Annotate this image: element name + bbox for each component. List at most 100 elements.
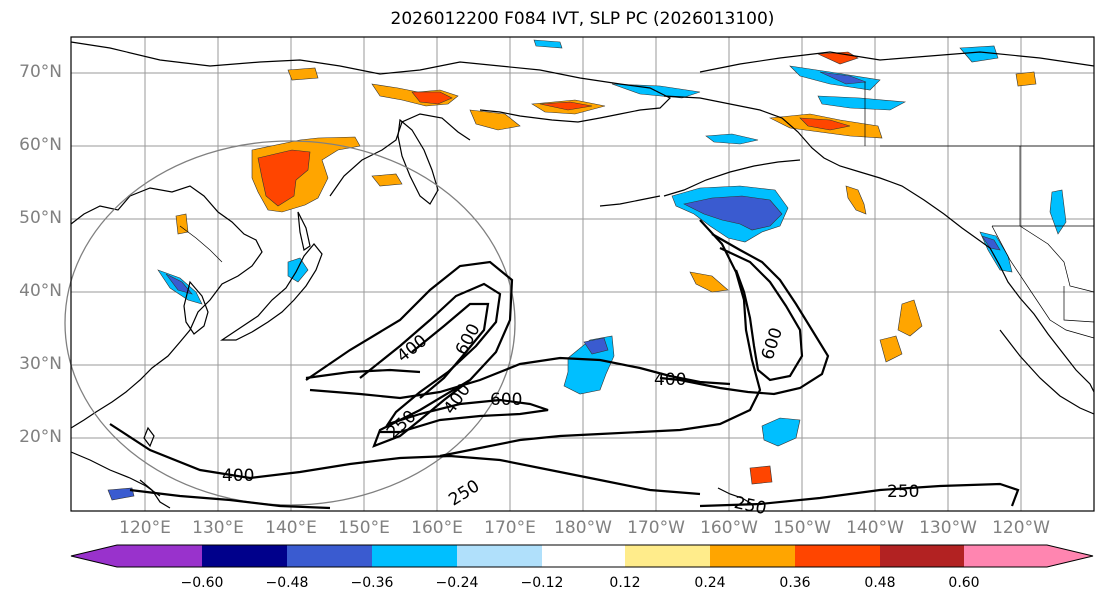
lon-label: 130°E — [192, 518, 244, 538]
ivt-patch-hawaii-n — [761, 417, 801, 447]
colorbar-segment — [372, 545, 457, 567]
colorbar-segment — [880, 545, 964, 567]
colorbar-segment — [202, 545, 287, 567]
colorbar-segment — [964, 545, 1047, 567]
slp-contours — [109, 219, 1020, 510]
lon-label: 160°E — [411, 518, 463, 538]
coast-siberia — [70, 41, 672, 123]
region-ellipse — [64, 140, 516, 506]
ivt-patch-arctic-ne-core — [819, 71, 867, 85]
coast-korea — [183, 280, 209, 335]
lon-label: 150°E — [338, 518, 390, 538]
ivt-patch-baja-core — [981, 235, 1001, 251]
contour-west-600 — [411, 302, 490, 399]
lat-label: 50°N — [19, 208, 62, 228]
colorbar-segment — [117, 545, 202, 567]
ivt-patch-pacific-e — [689, 271, 729, 293]
coast-asia-east — [70, 185, 263, 429]
ivt-patch-mexico — [897, 299, 923, 337]
colorbar-segment — [795, 545, 880, 567]
ivt-patch-asia-core — [257, 149, 311, 207]
colorbar-tick-label: 0.36 — [779, 575, 811, 591]
colorbar — [70, 544, 1094, 568]
ivt-patch-arctic-e — [1015, 71, 1037, 87]
contour-label: 250 — [887, 482, 919, 502]
contour-label: 600 — [490, 390, 522, 410]
contour-east-outer — [439, 219, 762, 458]
contour-main-upper — [305, 368, 421, 380]
coast-alaska-south — [663, 159, 801, 197]
contour-east-600 — [719, 247, 804, 382]
contour-west-outer — [305, 260, 514, 448]
ivt-patch-hawaii — [749, 465, 773, 485]
colorbar-tick-label: −0.12 — [520, 575, 564, 591]
contour-label: 400 — [654, 370, 686, 390]
ivt-patch-okhotsk — [469, 109, 521, 131]
lon-label: 120°E — [119, 518, 171, 538]
colorbar-tick-label: 0.12 — [609, 575, 641, 591]
ivt-patch-central-pacific-core — [583, 337, 609, 355]
contour-label: 400 — [222, 466, 254, 486]
contour-west-400 — [359, 282, 549, 434]
colorbar-tick-label: −0.48 — [265, 575, 309, 591]
colorbar-tick-label: 0.48 — [864, 575, 896, 591]
map-title: 2026012200 F084 IVT, SLP PC (2026013100) — [390, 9, 775, 29]
contour-east-400 — [659, 233, 830, 396]
lon-label: 180°W — [554, 518, 612, 538]
lon-label: 170°W — [627, 518, 685, 538]
ivt-patch-east-asia-core — [165, 273, 193, 295]
lat-label: 20°N — [19, 427, 62, 447]
coast-mexico — [999, 329, 1095, 415]
ivt-patch-canada-n — [959, 45, 999, 63]
ivt-patch-mexico-2 — [879, 335, 903, 363]
colorbar-segment — [625, 545, 710, 567]
lon-label: 150°W — [773, 518, 831, 538]
colorbar-tick-label: −0.36 — [350, 575, 394, 591]
lat-label: 70°N — [19, 62, 62, 82]
coast-alaska — [663, 95, 1095, 393]
lon-label: 130°W — [919, 518, 977, 538]
coast-japan — [220, 243, 323, 341]
ivt-patch-arctic-ne-2 — [817, 95, 907, 111]
ivt-negative-patches — [107, 39, 1067, 501]
ivt-patch-siberia-core — [411, 91, 453, 105]
ivt-patch-siberia-w — [287, 67, 319, 81]
ivt-patch-alaska-core — [799, 117, 851, 131]
ivt-patch-canada-e — [1049, 189, 1067, 235]
colorbar-segment — [710, 545, 795, 567]
lon-label: 120°W — [992, 518, 1050, 538]
ivt-patch-alaska-nw — [705, 133, 759, 145]
colorbar-segment — [457, 545, 542, 567]
colorbar-segment — [542, 545, 625, 567]
colorbar-tick-label: 0.24 — [694, 575, 726, 591]
coast-taiwan — [143, 426, 155, 448]
colorbar-segment — [287, 545, 372, 567]
coast-arctic — [699, 51, 1095, 73]
coast-aleutians — [599, 195, 661, 207]
ivt-patch-chukotka-core — [539, 101, 593, 111]
lat-label: 40°N — [19, 281, 62, 301]
coast-okhotsk — [329, 113, 471, 197]
coast-philippines — [139, 479, 171, 509]
political-borders — [179, 82, 1095, 339]
colorbar-outline — [70, 544, 1094, 568]
ivt-patch-philippines — [107, 487, 135, 501]
colorbar-extend-left — [71, 545, 117, 567]
lon-label: 170°E — [484, 518, 536, 538]
map-frame — [70, 36, 1095, 512]
contour-south-250 — [129, 488, 331, 510]
colorbar-tick-label: −0.60 — [180, 575, 224, 591]
lon-label: 160°W — [700, 518, 758, 538]
colorbar-tick-label: −0.24 — [435, 575, 479, 591]
coastlines — [70, 41, 1095, 509]
lon-label: 140°E — [265, 518, 317, 538]
colorbar-extend-right — [1047, 545, 1093, 567]
lon-label: 140°W — [846, 518, 904, 538]
gridlines — [71, 37, 1094, 511]
ivt-patch-bc — [845, 185, 867, 215]
coast-sakhalin — [297, 211, 311, 251]
contour-south-400 — [109, 423, 701, 496]
contour-main-lower — [309, 356, 731, 400]
coast-kamchatka — [397, 118, 439, 205]
